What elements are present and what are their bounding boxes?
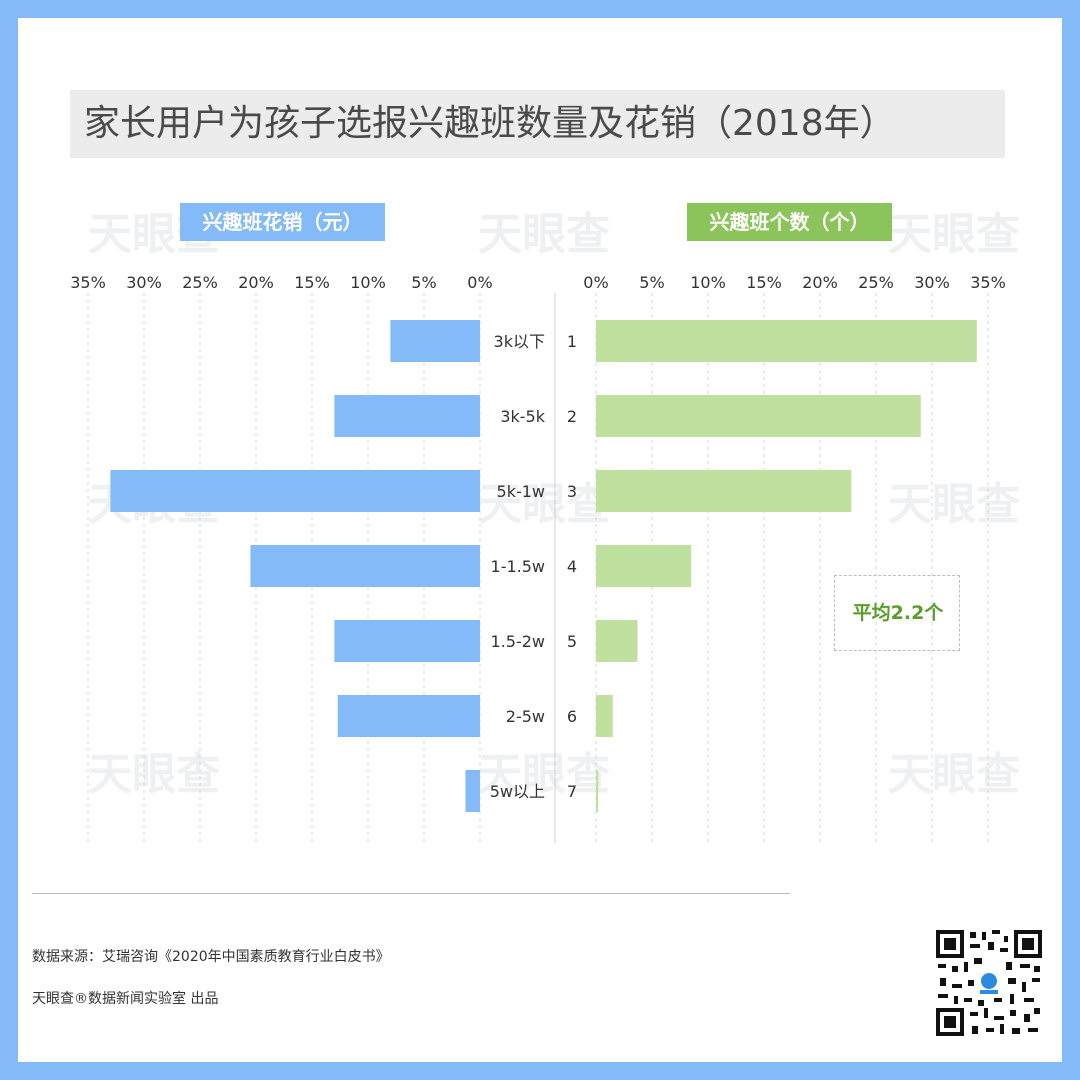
chart-panel: 天眼查 天眼查 天眼查 天眼查 天眼查 天眼查 天眼查 天眼查 天眼查 家长用户… xyxy=(18,18,1062,1062)
spending-bar xyxy=(337,695,480,737)
right-tick-label: 15% xyxy=(746,273,782,292)
left-tick-label: 5% xyxy=(411,273,436,292)
count-category-label: 6 xyxy=(567,707,577,726)
spending-category-label: 5k-1w xyxy=(497,482,545,501)
publisher-credit: 天眼查®数据新闻实验室 出品 xyxy=(32,991,219,1007)
spending-bars xyxy=(110,320,481,812)
spending-category-label: 3k以下 xyxy=(494,332,545,351)
right-tick-label: 30% xyxy=(914,273,950,292)
count-category-label: 7 xyxy=(567,782,577,801)
watermark-logo: 天眼查 xyxy=(888,749,1020,800)
right-tick-label: 5% xyxy=(639,273,664,292)
count-category-label: 4 xyxy=(567,557,577,576)
legend-class-count: 兴趣班个数（个） xyxy=(687,203,892,241)
watermark-logo: 天眼查 xyxy=(88,749,220,800)
count-category-label: 5 xyxy=(567,632,577,651)
spending-bar xyxy=(390,320,480,362)
count-bar xyxy=(596,695,613,737)
left-tick-label: 35% xyxy=(70,273,106,292)
data-source: 数据来源：艾瑞咨询《2020年中国素质教育行业白皮书》 xyxy=(32,949,390,965)
footer-divider xyxy=(32,893,790,894)
count-bar xyxy=(596,395,921,437)
spending-bar xyxy=(334,395,480,437)
spending-category-label: 3k-5k xyxy=(500,407,545,426)
spending-category-label: 5w以上 xyxy=(490,782,545,801)
left-tick-label: 30% xyxy=(126,273,162,292)
average-annotation: 平均2.2个 xyxy=(834,575,960,651)
right-tick-label: 35% xyxy=(970,273,1006,292)
spending-bar xyxy=(110,470,481,512)
left-tick-label: 0% xyxy=(467,273,492,292)
count-category-label: 3 xyxy=(567,482,577,501)
count-bar xyxy=(596,620,638,662)
count-bars xyxy=(596,320,977,812)
watermark-logo: 天眼查 xyxy=(888,209,1020,260)
count-category-labels: 1 2 3 4 5 6 7 xyxy=(567,332,577,801)
left-tick-label: 10% xyxy=(350,273,386,292)
count-bar xyxy=(596,320,977,362)
right-tick-label: 10% xyxy=(690,273,726,292)
title-banner: 家长用户为孩子选报兴趣班数量及花销（2018年） xyxy=(70,90,1005,158)
count-bar xyxy=(596,770,599,812)
right-tick-label: 0% xyxy=(583,273,608,292)
spending-bar xyxy=(465,770,480,812)
qr-code-icon[interactable] xyxy=(934,928,1044,1038)
watermark-logo: 天眼查 xyxy=(478,209,610,260)
watermark-logo: 天眼查 xyxy=(478,479,610,530)
spending-category-label: 1.5-2w xyxy=(491,632,545,651)
average-label: 平均2.2个 xyxy=(852,602,944,624)
count-category-label: 1 xyxy=(567,332,577,351)
left-tick-label: 20% xyxy=(238,273,274,292)
spending-category-label: 1-1.5w xyxy=(491,557,545,576)
butterfly-bar-chart: 0% 5% 10% 15% 20% 25% 30% 35% 0% 5% 10% 15% 20% 25% 3… xyxy=(70,273,1006,843)
spending-bar xyxy=(334,620,480,662)
right-tick-label: 25% xyxy=(858,273,894,292)
left-tick-label: 25% xyxy=(182,273,218,292)
count-category-label: 2 xyxy=(567,407,577,426)
chart-title: 家长用户为孩子选报兴趣班数量及花销（2018年） xyxy=(84,103,896,144)
count-bar xyxy=(596,470,852,512)
watermark-logo: 天眼查 xyxy=(888,479,1020,530)
right-tick-label: 20% xyxy=(802,273,838,292)
legend-spending: 兴趣班花销（元） xyxy=(180,203,385,241)
count-bar xyxy=(596,545,692,587)
watermark-logo: 天眼查 xyxy=(478,749,610,800)
spending-category-labels: 3k以下 3k-5k 5k-1w 1-1.5w 1.5-2w 2-5w 5w以上 xyxy=(490,332,546,801)
right-axis-ticks: 0% 5% 10% 15% 20% 25% 30% 35% xyxy=(583,273,1005,292)
spending-category-label: 2-5w xyxy=(506,707,545,726)
spending-bar xyxy=(250,545,480,587)
left-axis-ticks: 0% 5% 10% 15% 20% 25% 30% 35% xyxy=(70,273,492,292)
left-tick-label: 15% xyxy=(294,273,330,292)
